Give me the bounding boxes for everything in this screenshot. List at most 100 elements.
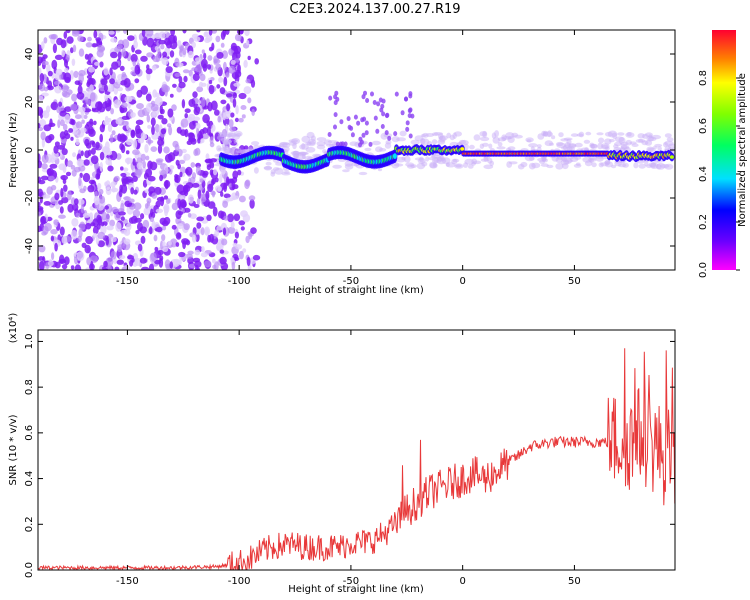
spectrogram-pixel — [146, 102, 153, 113]
spectrogram-pixel — [549, 142, 554, 146]
spectrogram-pixel — [85, 222, 92, 230]
spectrogram-pixel — [349, 141, 359, 146]
spectrogram-pixel — [209, 136, 214, 145]
spectrogram-pixel — [79, 221, 86, 231]
spectrogram-pixel — [236, 30, 244, 35]
spectrogram-pixel — [439, 135, 448, 141]
spectrogram-pixel — [58, 163, 67, 171]
spectrogram-pixel — [212, 258, 216, 264]
spectrogram-pixel — [63, 256, 70, 266]
spectrogram-pixel — [381, 98, 386, 104]
spectrogram-pixel — [53, 80, 61, 86]
spectrogram-pixel — [58, 214, 66, 219]
spectrogram-pixel — [88, 66, 95, 73]
spectrogram-pixel — [172, 83, 177, 88]
snr-line-series — [38, 348, 675, 570]
spectrogram-pixel — [185, 182, 194, 189]
spectrogram-pixel — [540, 163, 549, 167]
spectrogram-pixel — [591, 162, 597, 168]
spectrogram-pixel — [40, 131, 46, 141]
spectrogram-pixel — [80, 203, 85, 214]
spectrogram-pixel — [64, 68, 69, 73]
spectrogram-pixel — [38, 106, 44, 116]
snr-y-tick-label: 0.4 — [24, 471, 35, 487]
spectrogram-pixel — [223, 193, 231, 199]
spectrogram-pixel — [62, 123, 68, 131]
spectrogram-pixel — [70, 47, 74, 54]
spectrogram-pixel — [41, 60, 49, 66]
spectrogram-pixel — [226, 103, 231, 112]
spectrogram-pixel — [65, 30, 71, 34]
spectrogram-pixel — [230, 112, 235, 118]
spectrogram-pixel — [67, 203, 74, 213]
spectrogram-pixel — [232, 98, 237, 108]
spectrogram-pixel — [217, 186, 222, 192]
spectrogram-pixel — [604, 160, 611, 165]
spectrogram-pixel — [59, 254, 65, 264]
spectrogram-pixel — [177, 198, 182, 209]
spectrogram-pixel — [187, 250, 194, 255]
spectrogram-pixel — [121, 71, 127, 78]
spectrogram-pixel — [611, 164, 617, 169]
spectrogram-pixel — [74, 264, 82, 270]
spectrogram-pixel — [161, 220, 169, 227]
spectrogram-pixel — [147, 160, 153, 170]
spectrogram-pixel — [215, 35, 221, 43]
spectrogram-pixel — [164, 153, 173, 163]
spectrogram-pixel — [38, 206, 44, 211]
spectrogram-pixel — [106, 150, 113, 156]
spectrogram-pixel — [120, 144, 126, 154]
spectrogram-pixel — [361, 132, 366, 138]
spectrogram-pixel — [404, 96, 408, 102]
spectrogram-pixel — [224, 133, 233, 137]
spectrogram-pixel — [169, 50, 175, 58]
spectrogram-pixel — [232, 134, 241, 140]
spectrogram-pixel — [162, 241, 166, 247]
spectrogram-pixel — [121, 266, 127, 270]
spectrogram-pixel — [151, 65, 157, 71]
spectrogram-pixel — [394, 91, 399, 97]
spectrogram-pixel — [87, 149, 92, 157]
spectrogram-pixel — [90, 147, 96, 155]
spectrogram-pixel — [219, 87, 226, 95]
spectrogram-pixel — [70, 265, 75, 270]
spectrogram-pixel — [201, 97, 206, 108]
spectrogram-pixel — [333, 124, 337, 130]
spectrogram-pixel — [75, 121, 83, 129]
spectrogram-pixel — [110, 37, 117, 43]
spectrogram-pixel — [38, 188, 43, 197]
spectrogram-pixel — [122, 30, 128, 34]
spectrogram-pixel — [604, 131, 613, 137]
spectrogram-pixel — [79, 188, 86, 194]
spectrogram-pixel — [133, 202, 142, 210]
spectrogram-pixel — [94, 61, 101, 66]
spectrogram-pixel — [219, 256, 227, 265]
spectrogram-pixel — [134, 64, 141, 75]
spectrogram-pixel — [93, 195, 100, 206]
spectrogram-pixel — [59, 119, 65, 127]
spectrogram-pixel — [234, 33, 242, 42]
spectrogram-pixel — [150, 103, 159, 112]
snr-y-ticks: 0.0 0.2 0.4 0.6 0.8 1.0 — [24, 333, 675, 578]
spectrogram-pixel — [99, 188, 104, 195]
spectrogram-pixel — [206, 214, 212, 221]
spectrogram-pixel — [376, 101, 381, 107]
spectrogram-pixel — [362, 116, 367, 122]
spectrogram-pixel — [583, 139, 591, 144]
spectrogram-pixel — [637, 133, 645, 139]
spectrogram-pixel — [196, 197, 201, 206]
spectrogram-pixel — [40, 175, 49, 181]
spectrogram-pixel — [108, 99, 112, 107]
spectrogram-pixel — [146, 114, 151, 123]
spectrogram-pixel — [163, 205, 170, 210]
spectrogram-pixel — [191, 41, 197, 49]
spectrogram-pixel — [111, 130, 116, 136]
spectrogram-pixel — [116, 259, 125, 265]
spectrogram-pixel — [47, 70, 53, 77]
spectrogram-pixel — [132, 158, 136, 166]
spectrogram-pixel — [243, 145, 249, 150]
spectrogram-pixel — [151, 125, 155, 135]
spectrogram-y-tick-label: 20 — [24, 96, 35, 109]
spectrogram-pixel — [82, 212, 91, 218]
spectrogram-pixel — [148, 186, 156, 194]
